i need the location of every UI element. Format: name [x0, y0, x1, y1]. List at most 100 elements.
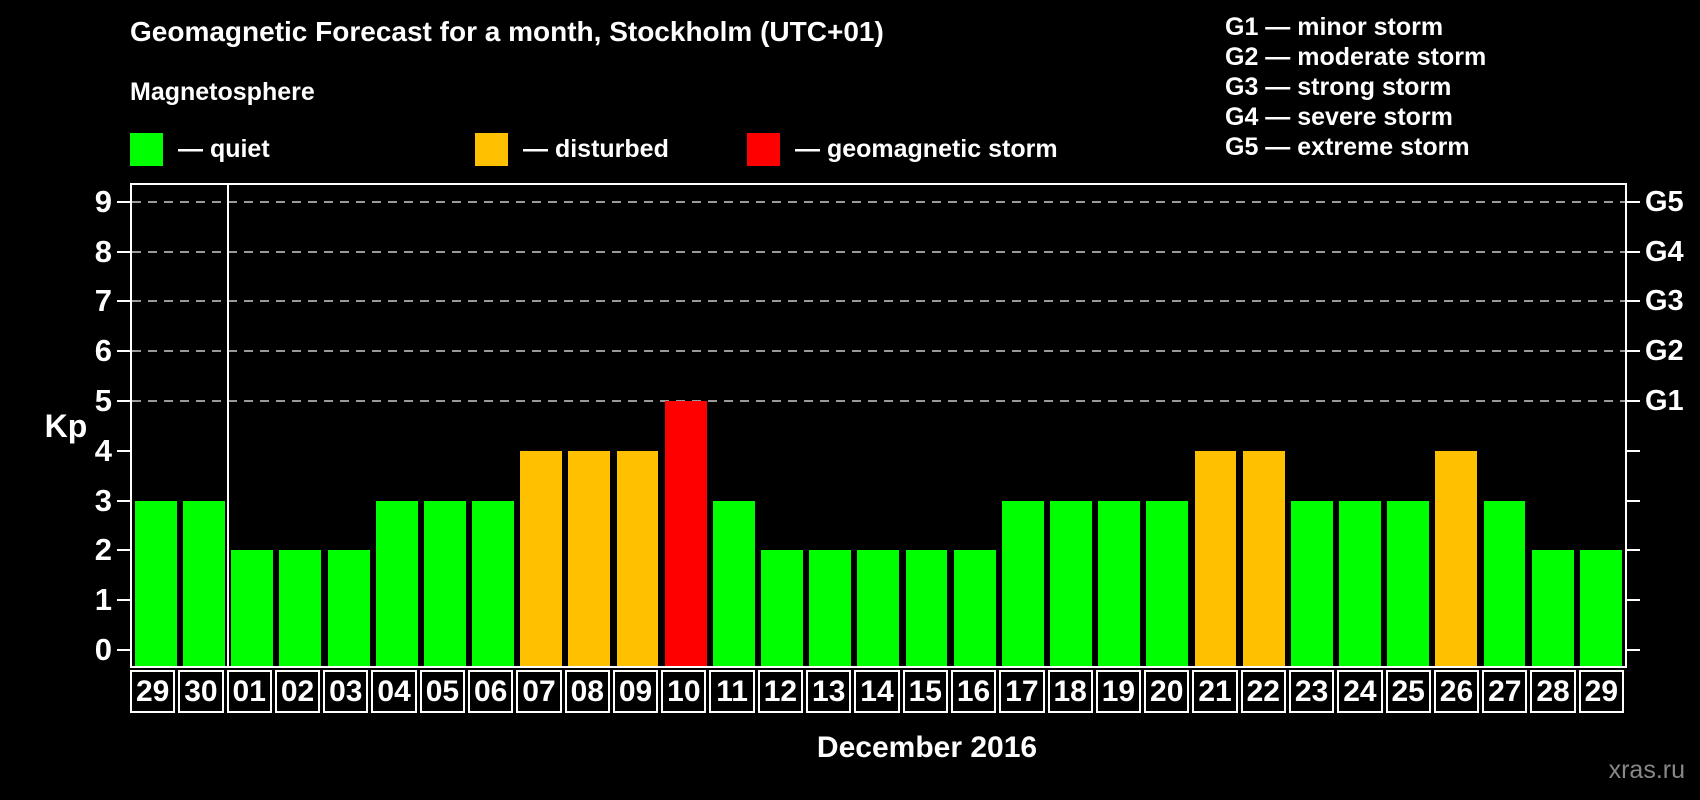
g-scale-label-G2: G2: [1645, 335, 1684, 368]
tick-left-kp-0: [117, 649, 130, 651]
bar-19-day-18: [1050, 500, 1092, 666]
day-label-3-02: 02: [274, 670, 321, 713]
tick-left-kp-5: [117, 400, 130, 402]
quiet-color-swatch: [130, 133, 163, 166]
tick-right-kp-5: [1627, 400, 1640, 402]
bar-8-day-07: [520, 450, 563, 666]
day-label-25-24: 24: [1337, 670, 1383, 713]
day-label-13-12: 12: [757, 670, 804, 713]
day-label-16-15: 15: [902, 670, 948, 713]
legend-item-storm: — geomagnetic storm: [747, 133, 1058, 166]
watermark: xras.ru: [1608, 756, 1685, 784]
y-tick-label-8: 8: [94, 233, 112, 269]
legend-item-disturbed: — disturbed: [475, 133, 669, 166]
bar-9-day-08: [568, 450, 611, 666]
tick-right-kp-7: [1627, 300, 1640, 303]
tick-left-kp-2: [117, 549, 130, 552]
storm-scale-item-g3: G3 — strong storm: [1225, 73, 1452, 101]
bar-6-day-05: [423, 500, 466, 666]
chart-title: Geomagnetic Forecast for a month, Stockh…: [130, 16, 884, 47]
tick-left-kp-7: [117, 300, 130, 303]
bar-27-day-26: [1435, 450, 1478, 666]
day-label-0-29: 29: [130, 670, 176, 713]
day-label-9-08: 08: [564, 670, 610, 713]
tick-right-kp-1: [1627, 599, 1640, 602]
day-label-17-16: 16: [950, 670, 997, 713]
y-tick-label-2: 2: [94, 532, 112, 568]
storm-color-swatch: [747, 133, 780, 166]
gridline-kp-7: [132, 300, 1625, 303]
month-label: December 2016: [816, 731, 1038, 764]
y-tick-label-0: 0: [94, 632, 112, 667]
g-scale-label-G5: G5: [1645, 185, 1684, 218]
disturbed-color-swatch: [475, 133, 508, 166]
bar-5-day-04: [375, 500, 418, 666]
day-label-28-27: 27: [1482, 670, 1528, 713]
bar-13-day-12: [761, 550, 803, 666]
bar-7-day-06: [472, 500, 514, 666]
tick-left-kp-8: [117, 250, 130, 253]
y-tick-label-5: 5: [94, 383, 112, 418]
day-label-19-18: 18: [1047, 670, 1093, 713]
kp-axis-label: Kp: [44, 408, 88, 444]
day-label-5-04: 04: [371, 670, 417, 713]
month-separator: [227, 185, 230, 666]
y-tick-label-4: 4: [94, 432, 112, 468]
day-label-row: 29 30 01 02 03 04 05 06 07 08 09 10 11 12 13 14 15 16 17 18…: [130, 670, 1627, 713]
y-tick-label-6: 6: [94, 333, 112, 369]
bar-15-day-14: [857, 550, 900, 666]
legend-item-label: — disturbed: [523, 135, 669, 163]
y-tick-label-9: 9: [94, 183, 112, 219]
day-label-14-13: 13: [806, 670, 852, 713]
gridline-kp-5: [132, 400, 1625, 402]
g-scale-label-G4: G4: [1645, 235, 1684, 268]
bar-1-day-30: [183, 500, 226, 666]
day-label-27-26: 26: [1433, 670, 1480, 713]
bar-21-day-20: [1146, 500, 1189, 666]
legend-item-label: — geomagnetic storm: [795, 135, 1058, 163]
day-label-6-05: 05: [419, 670, 466, 713]
day-label-8-07: 07: [516, 670, 562, 713]
day-label-26-25: 25: [1385, 670, 1431, 713]
day-label-29-28: 28: [1530, 670, 1576, 713]
storm-scale-item-g4: G4 — severe storm: [1225, 103, 1453, 131]
gridline-kp-8: [132, 250, 1625, 253]
bar-0-day-29: [135, 500, 177, 666]
day-label-18-17: 17: [999, 670, 1045, 713]
y-tick-label-3: 3: [94, 482, 112, 518]
bar-14-day-13: [809, 550, 852, 666]
day-label-11-10: 10: [661, 670, 707, 713]
bar-18-day-17: [1001, 500, 1044, 666]
tick-left-kp-6: [117, 350, 130, 353]
plot-area: 0 1 2 3 4 5 6 7 8 9 G1 G2 G3 G4 G5: [95, 183, 1684, 668]
tick-left-kp-3: [117, 499, 130, 502]
y-tick-label-1: 1: [94, 582, 112, 618]
bar-12-day-11: [712, 500, 755, 666]
storm-scale-item-g2: G2 — moderate storm: [1225, 43, 1487, 71]
bar-16-day-15: [905, 550, 948, 666]
tick-right-kp-0: [1627, 649, 1640, 651]
g-scale-label-G1: G1: [1645, 385, 1684, 417]
day-label-20-19: 19: [1095, 670, 1142, 713]
y-tick-label-7: 7: [94, 283, 112, 319]
bar-17-day-16: [953, 550, 996, 666]
bar-30-day-29: [1579, 550, 1622, 666]
magnetosphere-legend: — quiet — disturbed — geomagnetic storm: [130, 133, 1230, 166]
bar-26-day-25: [1387, 500, 1430, 666]
day-label-10-09: 09: [612, 670, 659, 713]
bar-2-day-01: [231, 550, 274, 666]
day-label-2-01: 01: [226, 670, 272, 713]
storm-scale-item-g1: G1 — minor storm: [1225, 13, 1444, 41]
bar-28-day-27: [1483, 500, 1526, 666]
day-label-21-20: 20: [1144, 670, 1190, 713]
storm-scale-legend: G1 — minor storm G2 — moderate storm G3 …: [1225, 12, 1486, 162]
day-label-7-06: 06: [468, 670, 514, 713]
day-label-30-29: 29: [1578, 670, 1624, 713]
tick-right-kp-6: [1627, 350, 1640, 353]
bar-23-day-22: [1242, 450, 1285, 666]
day-label-24-23: 23: [1288, 670, 1335, 713]
bar-29-day-28: [1531, 550, 1574, 666]
day-label-22-21: 21: [1192, 670, 1238, 713]
day-label-4-03: 03: [323, 670, 369, 713]
